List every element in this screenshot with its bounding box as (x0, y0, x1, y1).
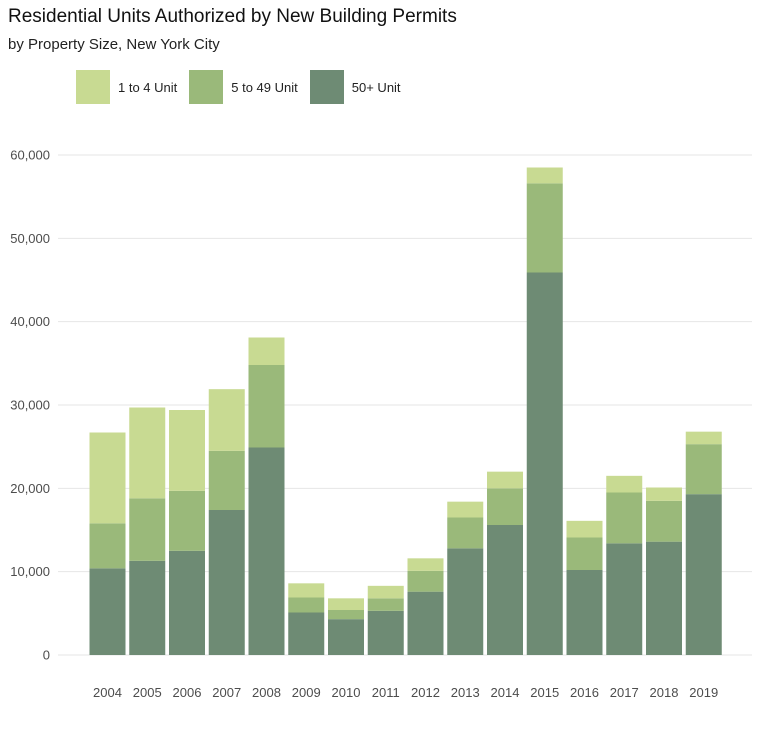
bar-segment (248, 447, 285, 655)
bar-segment (487, 471, 523, 489)
x-tick-label: 2010 (332, 685, 361, 700)
legend-label: 1 to 4 Unit (118, 79, 178, 95)
bar-segment (367, 598, 404, 611)
x-tick-label: 2011 (372, 685, 400, 700)
bar-segment (89, 568, 126, 655)
legend-item-50-plus-unit: 50+ Unit (309, 70, 401, 104)
bar-segment (208, 389, 245, 451)
x-tick-label: 2014 (491, 685, 520, 700)
bar-segment (447, 517, 484, 549)
bar-segment (606, 492, 643, 544)
bar-segment (407, 591, 444, 655)
bar-segment (208, 450, 245, 510)
legend-label: 5 to 49 Unit (231, 79, 298, 95)
bar-segment (129, 498, 166, 561)
bar-segment (129, 560, 166, 655)
y-tick-label: 10,000 (10, 564, 50, 579)
x-tick-label: 2019 (689, 685, 718, 700)
y-tick-label: 40,000 (10, 314, 50, 329)
bar-segment (447, 548, 484, 655)
bar-segment (487, 488, 523, 525)
legend-item-1-to-4-unit: 1 to 4 Unit (76, 70, 177, 104)
bar-segment (526, 272, 563, 655)
bar-segment (89, 432, 126, 524)
chart-subtitle: by Property Size, New York City (8, 36, 220, 53)
bar-segment (646, 500, 682, 542)
bar-segment (407, 558, 444, 571)
bar-segment (566, 537, 603, 570)
bar-segment (89, 523, 126, 569)
bar-segment (208, 510, 245, 655)
bar-segment (566, 520, 603, 538)
legend-swatch (309, 70, 344, 104)
bar-segment (685, 431, 722, 445)
y-tick-label: 50,000 (10, 231, 50, 246)
legend-swatch (189, 70, 224, 104)
bar-segment (169, 410, 205, 491)
legend-item-5-to-49-unit: 5 to 49 Unit (189, 70, 298, 104)
legend-swatch (76, 70, 110, 104)
x-tick-label: 2006 (173, 685, 202, 700)
bar-segment (169, 490, 205, 551)
x-tick-label: 2012 (411, 685, 440, 700)
x-tick-label: 2015 (530, 685, 559, 700)
x-tick-label: 2008 (252, 685, 281, 700)
bar-segment (169, 550, 205, 655)
bar-segment (129, 407, 166, 499)
bar-segment (288, 597, 325, 613)
bar-segment (526, 183, 563, 273)
legend-label: 50+ Unit (351, 79, 401, 95)
x-tick-label: 2013 (451, 685, 480, 700)
x-tick-label: 2017 (610, 685, 639, 700)
bar-segment (367, 585, 404, 599)
bar-segment (447, 501, 484, 518)
y-tick-label: 20,000 (10, 481, 50, 496)
x-tick-label: 2009 (292, 685, 321, 700)
y-tick-label: 30,000 (10, 398, 50, 413)
bar-segment (606, 543, 643, 655)
bar-segment (328, 598, 364, 610)
bar-segment (288, 583, 325, 598)
bar-segment (566, 570, 603, 655)
x-tick-label: 2018 (650, 685, 679, 700)
bar-segment (646, 487, 682, 501)
x-tick-label: 2007 (212, 685, 241, 700)
bar-segment (685, 494, 722, 655)
bar-segment (248, 337, 285, 365)
legend: 1 to 4 Unit 5 to 49 Unit 50+ Unit (76, 70, 413, 104)
x-tick-label: 2005 (133, 685, 162, 700)
bar-segment (487, 525, 523, 655)
x-tick-label: 2016 (570, 685, 599, 700)
bar-segment (288, 612, 325, 655)
y-tick-label: 0 (43, 648, 50, 663)
bar-segment (407, 570, 444, 592)
x-tick-label: 2004 (93, 685, 122, 700)
bar-segment (367, 610, 404, 655)
bar-segment (328, 619, 364, 655)
bar-segment (606, 475, 643, 493)
y-tick-label: 60,000 (10, 148, 50, 163)
bar-segment (328, 610, 364, 620)
bar-segment (685, 444, 722, 495)
chart-title: Residential Units Authorized by New Buil… (8, 6, 457, 27)
bar-segment (646, 541, 682, 655)
bar-segment (248, 365, 285, 448)
bar-segment (526, 167, 563, 184)
